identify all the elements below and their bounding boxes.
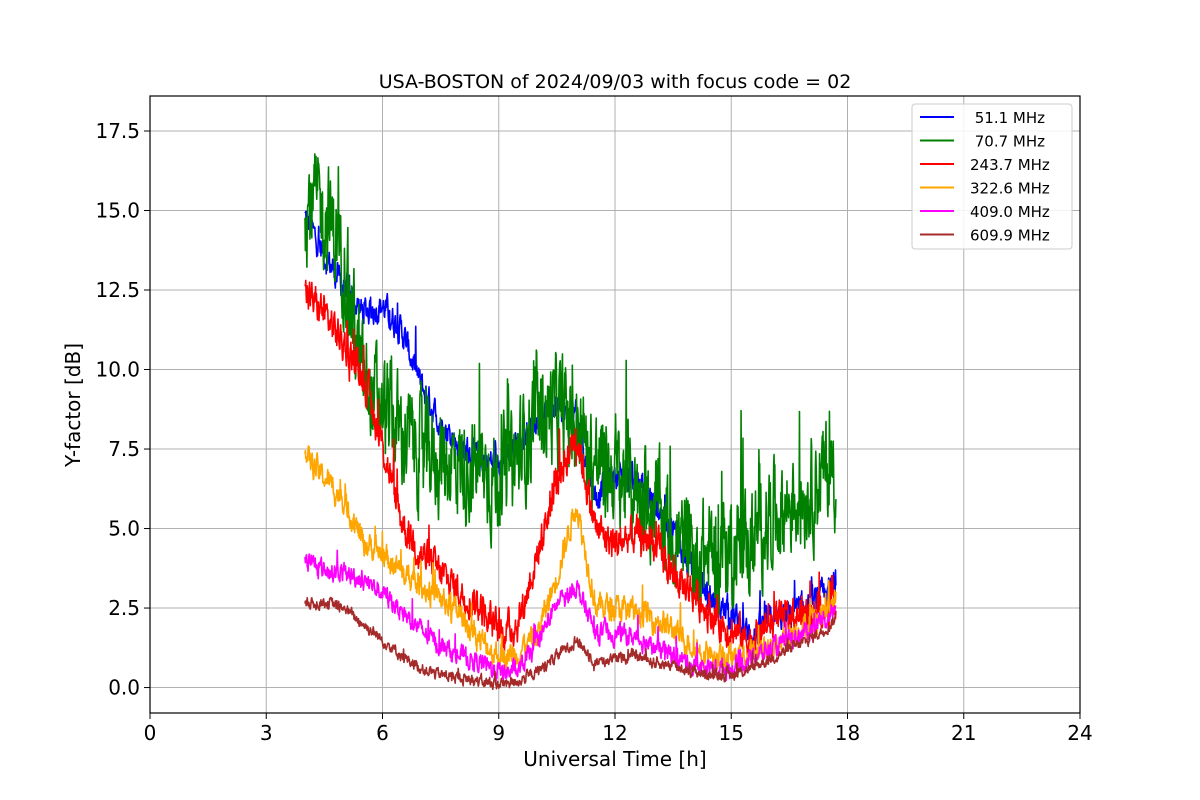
legend-items: 51.1 MHz 70.7 MHz 243.7 MHz 322.6 MHz 409.0…: [920, 109, 1050, 245]
x-tick-label: 12: [602, 721, 627, 745]
plot-area-data: [304, 153, 837, 691]
x-tick-label: 21: [951, 721, 976, 745]
legend-label: 51.1 MHz: [970, 109, 1045, 127]
series-line-4: [304, 445, 837, 673]
series-line-2: [304, 153, 837, 615]
x-tick-label: 9: [492, 721, 505, 745]
x-tick-label: 18: [835, 721, 860, 745]
x-axis-label: Universal Time [h]: [523, 747, 706, 771]
x-tick-label: 15: [719, 721, 744, 745]
legend-label: 70.7 MHz: [970, 133, 1045, 151]
series-line-6: [304, 596, 837, 691]
y-axis-label: Y-factor [dB]: [61, 343, 85, 468]
y-tick-label: 15.0: [95, 198, 140, 222]
y-tick-label: 17.5: [95, 119, 140, 143]
x-tick-label: 3: [260, 721, 273, 745]
legend: 51.1 MHz 70.7 MHz 243.7 MHz 322.6 MHz 409.0…: [911, 103, 1073, 250]
y-tick-label: 0.0: [108, 676, 140, 700]
legend-label: 609.9 MHz: [970, 227, 1050, 245]
series-line-5: [304, 549, 837, 682]
legend-label: 243.7 MHz: [970, 156, 1050, 174]
legend-label: 409.0 MHz: [970, 203, 1050, 221]
legend-label: 322.6 MHz: [970, 180, 1050, 198]
x-tick-label: 24: [1067, 721, 1092, 745]
chart-title: USA-BOSTON of 2024/09/03 with focus code…: [379, 71, 852, 93]
y-tick-label: 5.0: [108, 517, 140, 541]
y-tick-label: 2.5: [108, 596, 140, 620]
y-tick-label: 12.5: [95, 278, 140, 302]
x-axis-ticks: 0 3 6 9 12 15 18 21 24: [144, 713, 1093, 745]
y-tick-label: 7.5: [108, 437, 140, 461]
x-tick-label: 0: [144, 721, 157, 745]
y-tick-label: 10.0: [95, 358, 140, 382]
x-tick-label: 6: [376, 721, 389, 745]
y-axis-ticks: 0.0 2.5 5.0 7.5 10.0 12.5 15.0 17.5: [95, 119, 150, 700]
